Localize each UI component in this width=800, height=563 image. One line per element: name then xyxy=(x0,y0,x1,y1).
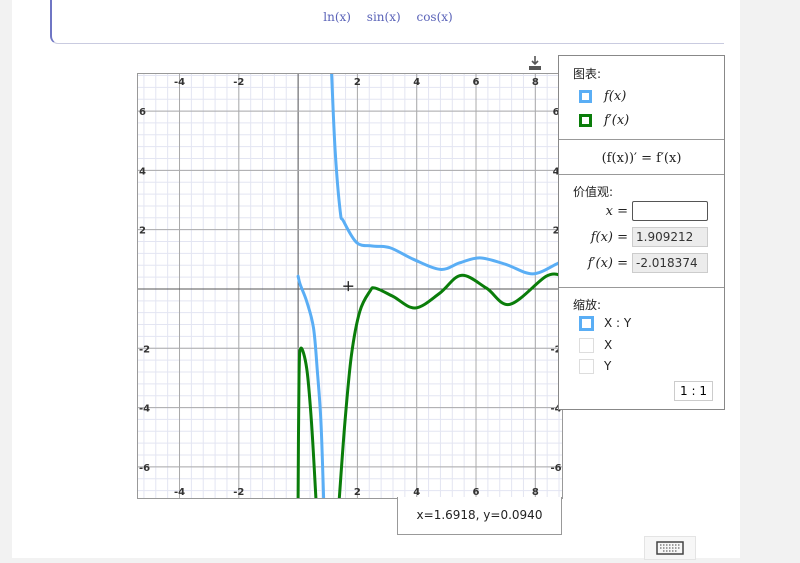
values-title: 价值观: xyxy=(573,185,614,199)
crosshair-cursor-icon xyxy=(343,281,354,292)
graph-canvas[interactable]: -4 -4 -2 -2 2 2 4 4 6 6 8 8 -6 -6 -4 -4 -2 -2 2 2 4 4 6 6 xyxy=(137,73,563,499)
graph-label-f: f(x) xyxy=(604,88,627,104)
x-tick-label-bottom: 2 xyxy=(354,487,361,498)
cursor-readout: x=1.6918, y=0.0940 xyxy=(397,497,562,535)
x-tick-label-top: 2 xyxy=(354,77,361,88)
y-tick-label-right: -4 xyxy=(551,404,562,415)
plot-svg[interactable]: -4 -4 -2 -2 2 2 4 4 6 6 8 8 -6 -6 -4 -4 -2 -2 2 2 4 4 6 6 xyxy=(138,74,562,498)
side-panel: 图表: f(x) f′(x) (f(x))′ = f′(x) 价值观: x = … xyxy=(558,55,725,410)
x-tick-label-bottom: 6 xyxy=(473,487,480,498)
zoom-title: 缩放: xyxy=(573,298,602,312)
x-tick-label-top: 8 xyxy=(532,77,539,88)
y-tick-label-right: -6 xyxy=(551,463,562,474)
function-list: ln(x) sin(x) cos(x) xyxy=(52,10,724,24)
values-section: 价值观: x = f(x) = 1.909212 f′(x) = -2.0183… xyxy=(559,175,724,288)
function-ln[interactable]: ln(x) xyxy=(323,10,351,24)
dfx-label: f′(x) = xyxy=(587,255,628,271)
y-tick-label-right: -2 xyxy=(551,344,562,355)
x-tick-label-bottom: -2 xyxy=(233,487,244,498)
graphs-section: 图表: f(x) f′(x) xyxy=(559,56,724,140)
download-icon[interactable] xyxy=(528,55,542,75)
zoom-option-xy[interactable]: X : Y xyxy=(579,311,631,335)
identity-section: (f(x))′ = f′(x) xyxy=(559,140,724,175)
zoom-section: 缩放: X : Y X Y 1 : 1 xyxy=(559,288,724,408)
y-tick-label-right: 6 xyxy=(553,107,560,118)
curve-derivative xyxy=(337,272,562,498)
x-input[interactable] xyxy=(632,201,708,221)
y-tick-label-right: 4 xyxy=(553,166,560,177)
x-tick-label-top: 4 xyxy=(413,77,420,88)
checkbox-y[interactable] xyxy=(579,358,594,374)
curve-derivative xyxy=(296,346,318,498)
zoom-option-x[interactable]: X xyxy=(579,333,612,357)
x-tick-label-top: 6 xyxy=(473,77,480,88)
x-tick-label-top: -4 xyxy=(174,77,185,88)
formula-card: ln(x) sin(x) cos(x) xyxy=(50,0,724,44)
derivative-identity: (f(x))′ = f′(x) xyxy=(601,151,682,166)
graph-toggle-df[interactable]: f′(x) xyxy=(579,108,629,132)
x-tick-label-bottom: 4 xyxy=(413,487,420,498)
checkbox-f[interactable] xyxy=(579,89,592,103)
checkbox-df[interactable] xyxy=(579,113,592,127)
graphs-title: 图表: xyxy=(573,67,602,81)
x-tick-label-bottom: -4 xyxy=(174,487,185,498)
curve-f xyxy=(330,74,562,276)
x-tick-label-bottom: 8 xyxy=(532,487,539,498)
zoom-option-xy-label: X : Y xyxy=(604,316,632,330)
dfx-value: -2.018374 xyxy=(632,253,708,273)
y-tick-label-left: -2 xyxy=(139,344,150,355)
y-tick-label-left: 2 xyxy=(139,226,146,237)
graph-label-df: f′(x) xyxy=(604,112,630,128)
zoom-option-x-label: X xyxy=(604,338,613,352)
curve-f xyxy=(296,274,326,498)
y-tick-label-left: 4 xyxy=(139,166,146,177)
y-tick-label-left: 6 xyxy=(139,107,146,118)
y-tick-label-right: 2 xyxy=(553,226,560,237)
x-label: x = xyxy=(605,203,628,219)
y-tick-label-left: -4 xyxy=(139,404,150,415)
graph-toggle-f[interactable]: f(x) xyxy=(579,84,626,108)
keyboard-icon[interactable] xyxy=(644,536,696,560)
y-tick-label-left: -6 xyxy=(139,463,150,474)
function-sin[interactable]: sin(x) xyxy=(366,10,401,24)
checkbox-x[interactable] xyxy=(579,337,594,353)
checkbox-xy[interactable] xyxy=(579,315,594,331)
zoom-option-y-label: Y xyxy=(604,359,612,373)
fx-value: 1.909212 xyxy=(632,227,708,247)
zoom-option-y[interactable]: Y xyxy=(579,354,611,378)
ratio-button[interactable]: 1 : 1 xyxy=(674,381,713,401)
fx-label: f(x) = xyxy=(590,229,628,245)
function-cos[interactable]: cos(x) xyxy=(416,10,453,24)
x-tick-label-top: -2 xyxy=(233,77,244,88)
